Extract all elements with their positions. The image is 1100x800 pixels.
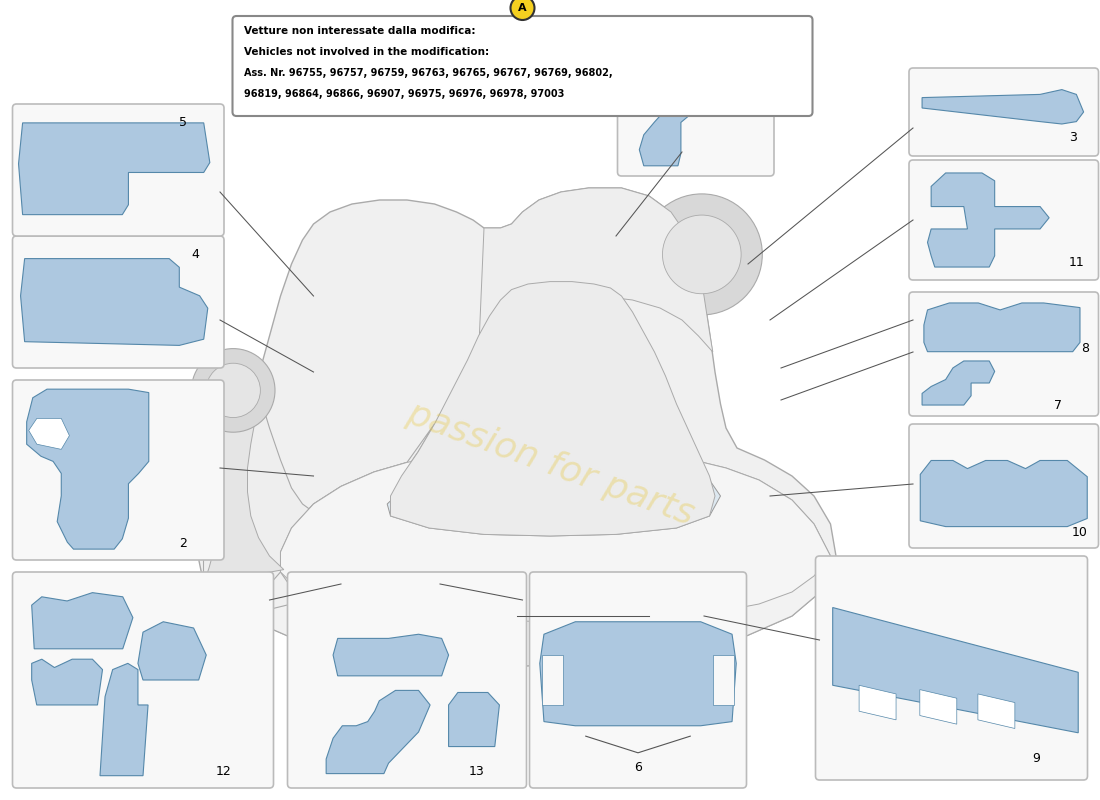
Polygon shape	[21, 258, 208, 346]
FancyBboxPatch shape	[909, 68, 1099, 156]
FancyBboxPatch shape	[12, 380, 224, 560]
Polygon shape	[26, 389, 149, 549]
Polygon shape	[647, 54, 718, 82]
Text: Vehicles not involved in the modification:: Vehicles not involved in the modificatio…	[244, 47, 490, 57]
Text: 13: 13	[469, 765, 484, 778]
Polygon shape	[242, 450, 830, 668]
Text: 2: 2	[179, 538, 187, 550]
Polygon shape	[32, 659, 102, 705]
Polygon shape	[198, 188, 836, 668]
Polygon shape	[19, 123, 210, 214]
Polygon shape	[639, 86, 695, 166]
Circle shape	[191, 349, 275, 432]
Polygon shape	[978, 694, 1015, 729]
Polygon shape	[390, 282, 715, 536]
FancyBboxPatch shape	[12, 236, 224, 368]
FancyBboxPatch shape	[232, 16, 813, 116]
Polygon shape	[100, 663, 148, 776]
FancyBboxPatch shape	[909, 292, 1099, 416]
Polygon shape	[202, 352, 434, 616]
Polygon shape	[138, 622, 207, 680]
Text: Vetture non interessate dalla modifica:: Vetture non interessate dalla modifica:	[244, 26, 476, 36]
Polygon shape	[859, 686, 896, 720]
Circle shape	[510, 0, 535, 20]
Text: 7: 7	[1054, 398, 1063, 411]
Polygon shape	[326, 690, 430, 774]
Polygon shape	[333, 634, 449, 676]
Text: 12: 12	[216, 765, 232, 778]
FancyBboxPatch shape	[287, 572, 527, 788]
Text: 1: 1	[744, 56, 751, 70]
Polygon shape	[387, 452, 720, 536]
Text: 4: 4	[191, 248, 199, 262]
FancyBboxPatch shape	[12, 104, 224, 236]
FancyBboxPatch shape	[12, 572, 274, 788]
Text: 8: 8	[1081, 342, 1089, 354]
FancyBboxPatch shape	[909, 160, 1099, 280]
Polygon shape	[449, 693, 499, 746]
Text: passion for parts: passion for parts	[402, 396, 698, 532]
Polygon shape	[201, 352, 284, 584]
Polygon shape	[32, 593, 133, 649]
Polygon shape	[920, 690, 957, 724]
Text: 3: 3	[1069, 131, 1077, 144]
Polygon shape	[29, 418, 69, 450]
Polygon shape	[927, 173, 1049, 267]
Circle shape	[206, 363, 261, 418]
Circle shape	[641, 194, 762, 315]
Polygon shape	[713, 655, 734, 705]
Polygon shape	[922, 90, 1084, 124]
Polygon shape	[542, 655, 563, 705]
Text: 9: 9	[1032, 752, 1040, 766]
Text: 96819, 96864, 96866, 96907, 96975, 96976, 96978, 97003: 96819, 96864, 96866, 96907, 96975, 96976…	[244, 90, 565, 99]
Polygon shape	[921, 461, 1087, 526]
Polygon shape	[280, 450, 830, 622]
Polygon shape	[924, 303, 1080, 352]
Polygon shape	[540, 622, 736, 726]
Polygon shape	[478, 188, 713, 356]
Polygon shape	[922, 361, 994, 405]
FancyBboxPatch shape	[617, 44, 774, 176]
Text: 11: 11	[1068, 256, 1085, 269]
Text: A: A	[518, 3, 527, 13]
Text: Ass. Nr. 96755, 96757, 96759, 96763, 96765, 96767, 96769, 96802,: Ass. Nr. 96755, 96757, 96759, 96763, 967…	[244, 68, 613, 78]
Circle shape	[662, 215, 741, 294]
FancyBboxPatch shape	[529, 572, 747, 788]
Text: 6: 6	[634, 761, 642, 774]
Text: 10: 10	[1072, 526, 1088, 539]
Polygon shape	[833, 607, 1078, 733]
FancyBboxPatch shape	[815, 556, 1088, 780]
Text: 5: 5	[179, 116, 187, 130]
FancyBboxPatch shape	[909, 424, 1099, 548]
